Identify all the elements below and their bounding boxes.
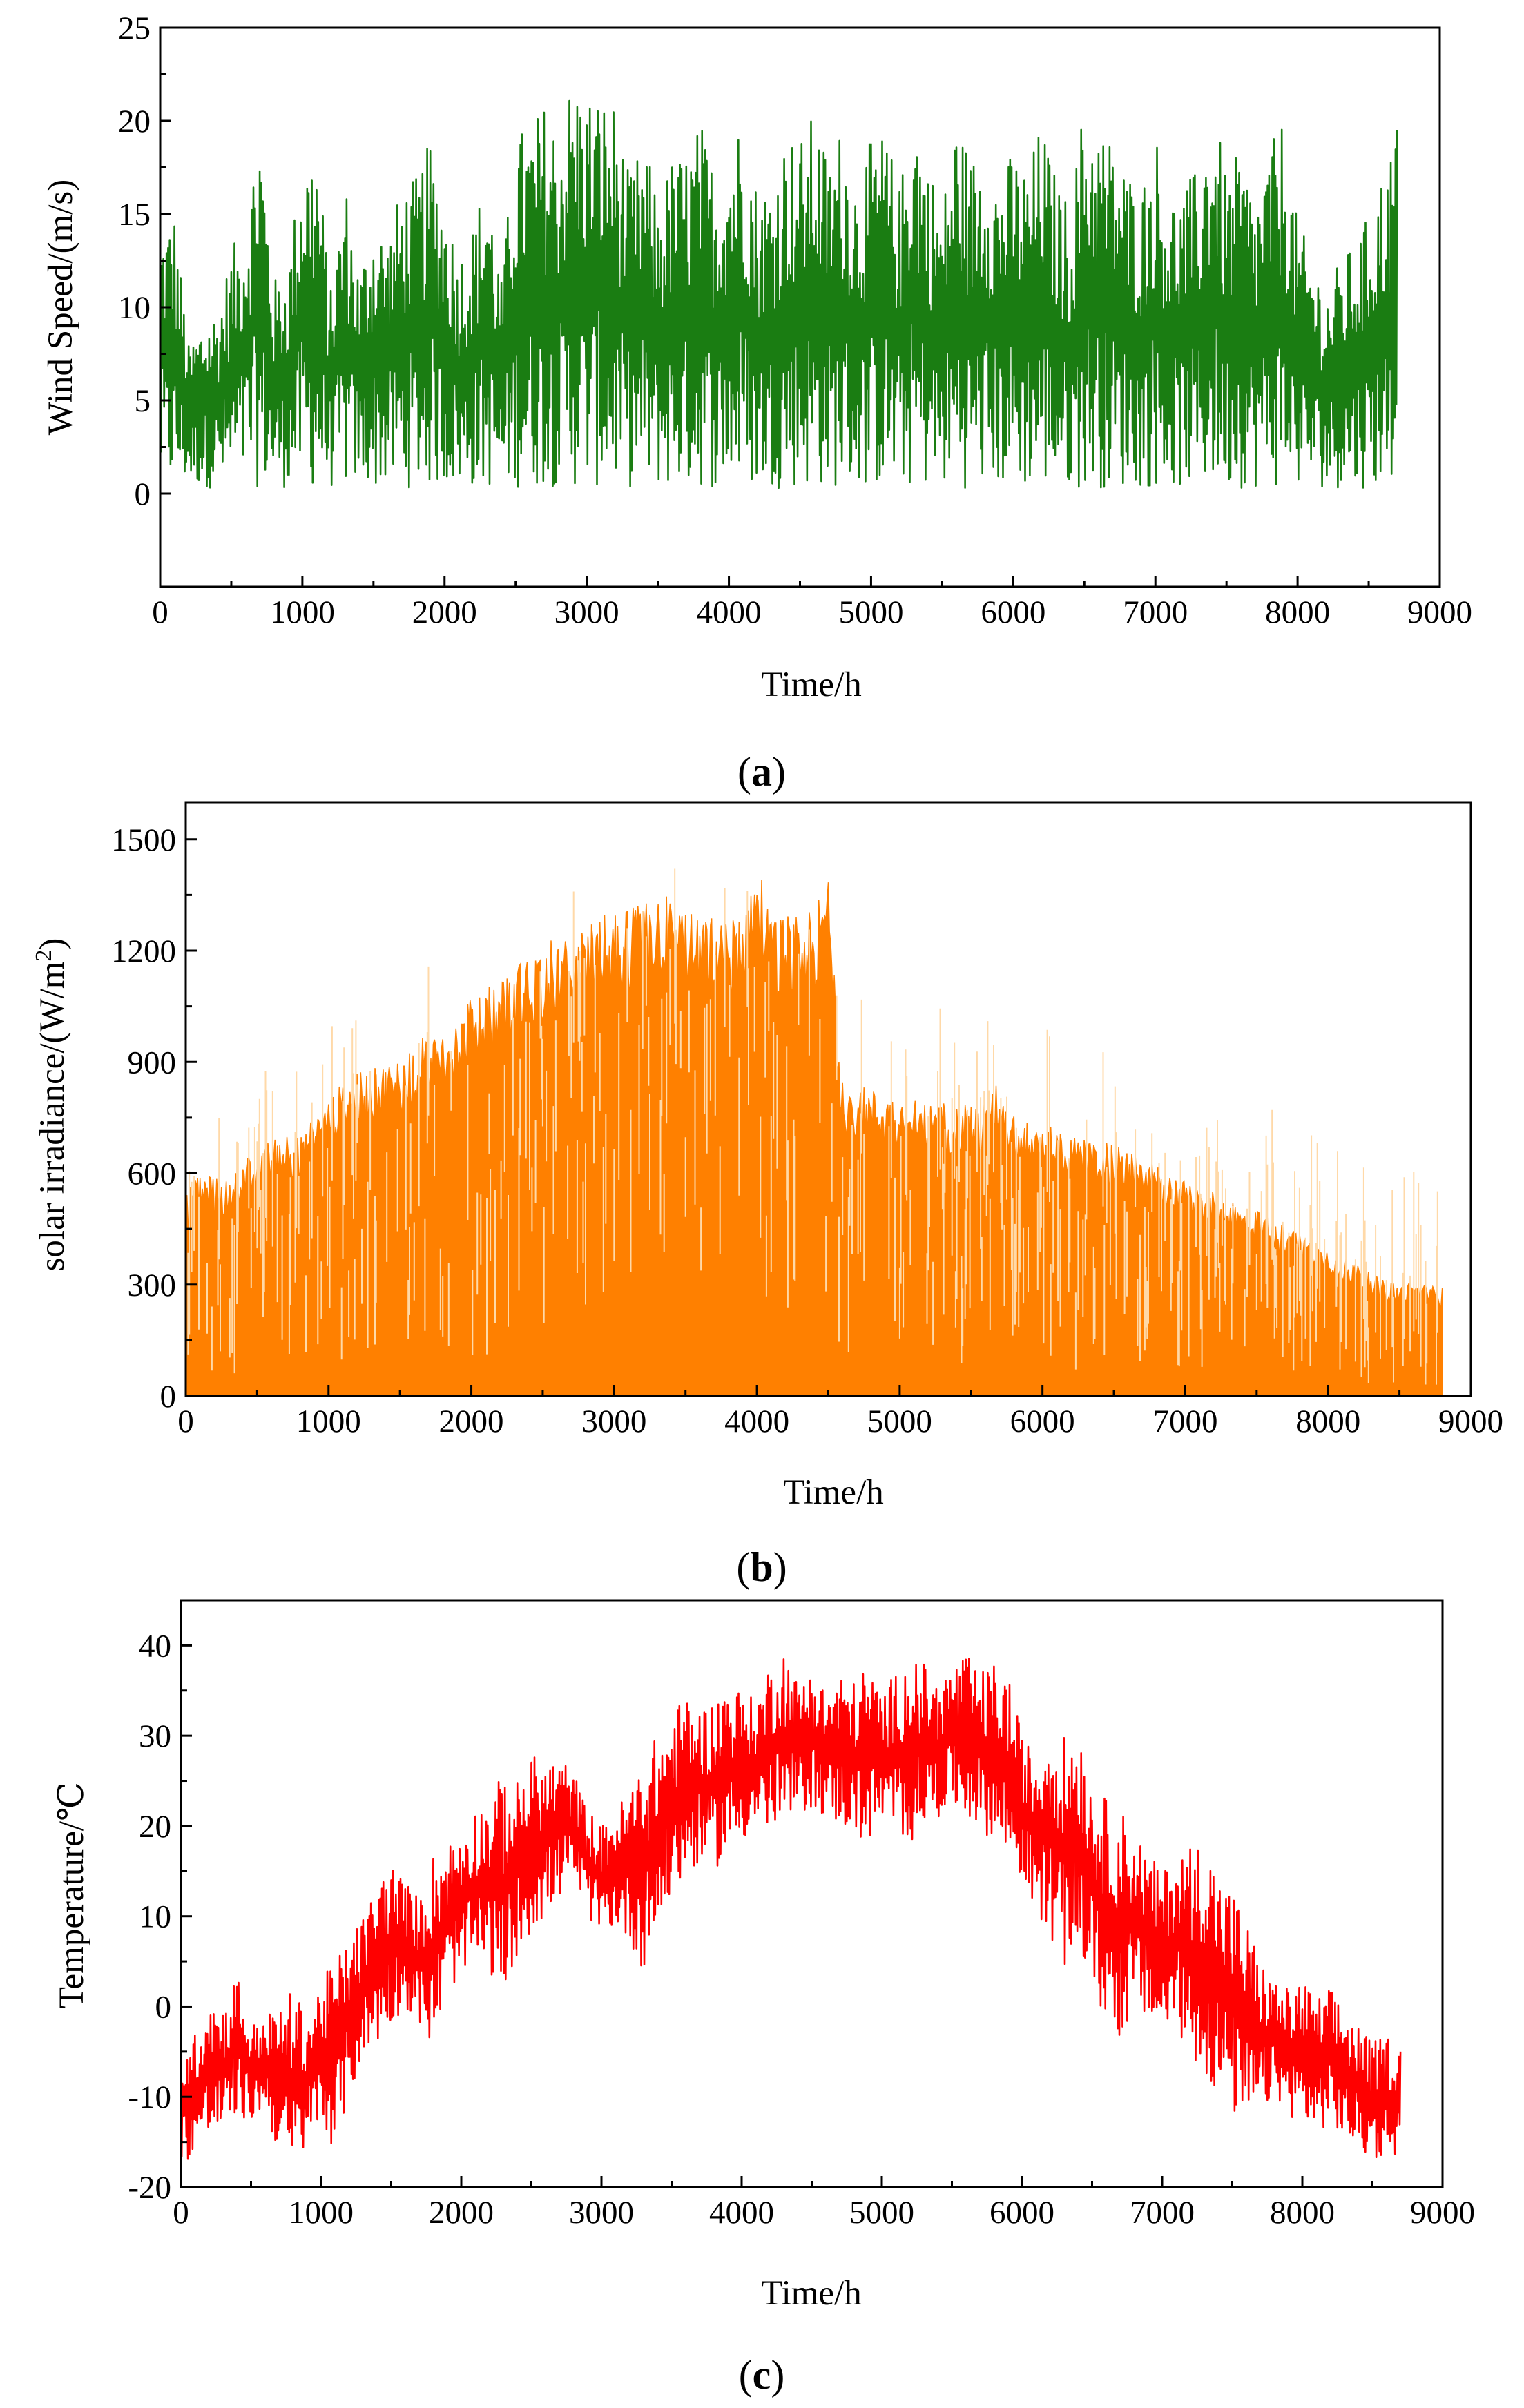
- solar-irradiance-x-tick-label: 5000: [867, 1404, 932, 1439]
- solar-irradiance-x-tick-label: 1000: [296, 1404, 361, 1439]
- wind-speed-x-tick-label: 2000: [412, 594, 477, 630]
- solar-irradiance-chart: 0 300 600 900 1200 1500 0 1000 2000 3000 4000 5000…: [31, 801, 1503, 1590]
- temperature-series-line: [180, 1658, 1402, 2160]
- temperature-y-tick-label: -10: [128, 2079, 171, 2115]
- solar-irradiance-plot-area: [185, 868, 1443, 1397]
- wind-speed-x-axis: 0 1000 2000 3000 4000 5000 6000 7000 8000 9000: [152, 576, 1472, 630]
- temperature-x-tick-label: 7000: [1130, 2195, 1195, 2231]
- wind-speed-plot-area: [159, 99, 1398, 489]
- solar-irradiance-x-axis-label: Time/h: [783, 1473, 884, 1512]
- solar-irradiance-x-tick-label: 2000: [439, 1404, 504, 1439]
- solar-irradiance-x-tick-label: 0: [177, 1404, 194, 1439]
- solar-irradiance-y-axis-label: solar irradiance/(W/m2): [31, 938, 73, 1272]
- wind-speed-series-line: [159, 99, 1398, 489]
- temperature-x-tick-label: 6000: [990, 2195, 1054, 2231]
- wind-speed-x-tick-label: 6000: [981, 594, 1045, 630]
- temperature-x-tick-label: 2000: [429, 2195, 494, 2231]
- temperature-y-axis-label: Temperature/℃: [52, 1782, 91, 2008]
- figure-caption-a: (a): [737, 749, 786, 795]
- temperature-y-tick-label: 20: [139, 1809, 171, 1845]
- wind-speed-y-tick-label: 25: [118, 10, 151, 46]
- solar-irradiance-y-tick-label: 300: [128, 1268, 177, 1303]
- solar-irradiance-area: [185, 880, 1443, 1397]
- figure-caption-c: (c): [739, 2352, 785, 2398]
- temperature-y-tick-label: 40: [139, 1628, 171, 1664]
- temperature-x-tick-label: 9000: [1410, 2195, 1475, 2231]
- solar-irradiance-x-tick-label: 7000: [1152, 1404, 1217, 1439]
- temperature-plot-frame: [180, 1599, 1444, 2188]
- temperature-x-tick-label: 8000: [1270, 2195, 1335, 2231]
- solar-irradiance-y-tick-label: 900: [128, 1045, 177, 1080]
- wind-speed-chart: 0 5 10 15 20 25 0 1000 2000 3000 4000 5000 6000 7000…: [41, 10, 1472, 795]
- temperature-y-tick-label: 0: [155, 1989, 172, 2025]
- temperature-chart: -20 -10 0 10 20 30 40 0 1000 2000 3000 4000 5000 600…: [52, 1599, 1475, 2398]
- solar-irradiance-x-tick-label: 4000: [724, 1404, 789, 1439]
- wind-speed-x-tick-label: 9000: [1407, 594, 1472, 630]
- solar-irradiance-y-axis: 0 300 600 900 1200 1500: [111, 822, 197, 1415]
- wind-speed-y-tick-label: 10: [118, 290, 151, 326]
- temperature-x-tick-label: 0: [173, 2195, 189, 2231]
- wind-speed-y-axis: 0 5 10 15 20 25: [118, 10, 171, 512]
- temperature-y-tick-label: 10: [139, 1899, 171, 1935]
- temperature-y-tick-label: 30: [139, 1718, 171, 1754]
- wind-speed-x-axis-label: Time/h: [761, 666, 862, 704]
- solar-irradiance-y-tick-label: 0: [160, 1379, 177, 1415]
- wind-speed-y-tick-label: 0: [135, 476, 151, 512]
- wind-speed-x-tick-label: 5000: [838, 594, 903, 630]
- temperature-x-tick-label: 4000: [709, 2195, 774, 2231]
- wind-speed-x-tick-label: 1000: [270, 594, 335, 630]
- temperature-x-tick-label: 5000: [849, 2195, 914, 2231]
- solar-irradiance-y-tick-label: 600: [128, 1156, 177, 1192]
- wind-speed-y-tick-label: 5: [135, 383, 151, 419]
- temperature-x-tick-label: 1000: [289, 2195, 354, 2231]
- wind-speed-y-axis-label: Wind Speed/(m/s): [41, 179, 80, 435]
- temperature-y-tick-label: -20: [128, 2170, 171, 2206]
- temperature-x-tick-label: 3000: [569, 2195, 634, 2231]
- temperature-x-axis: 0 1000 2000 3000 4000 5000 6000 7000 8000 9000: [173, 2176, 1475, 2231]
- solar-irradiance-x-tick-label: 8000: [1295, 1404, 1360, 1439]
- solar-irradiance-y-tick-label: 1500: [111, 822, 176, 858]
- solar-irradiance-x-tick-label: 6000: [1010, 1404, 1075, 1439]
- wind-speed-x-tick-label: 0: [152, 594, 168, 630]
- wind-speed-y-tick-label: 20: [118, 104, 151, 139]
- solar-irradiance-x-tick-label: 3000: [581, 1404, 646, 1439]
- solar-irradiance-y-tick-label: 1200: [111, 933, 176, 969]
- wind-speed-y-tick-label: 15: [118, 197, 151, 233]
- wind-speed-x-tick-label: 8000: [1265, 594, 1330, 630]
- wind-speed-x-tick-label: 3000: [554, 594, 619, 630]
- temperature-y-axis: -20 -10 0 10 20 30 40: [128, 1599, 192, 2206]
- solar-irradiance-x-tick-label: 9000: [1438, 1404, 1503, 1439]
- wind-speed-x-tick-label: 7000: [1123, 594, 1188, 630]
- wind-speed-x-tick-label: 4000: [697, 594, 762, 630]
- temperature-x-axis-label: Time/h: [761, 2274, 862, 2313]
- temperature-plot-area: [180, 1658, 1402, 2160]
- figure-caption-b: (b): [736, 1544, 787, 1590]
- solar-irradiance-x-axis: 0 1000 2000 3000 4000 5000 6000 7000 8000 9000: [177, 1385, 1503, 1439]
